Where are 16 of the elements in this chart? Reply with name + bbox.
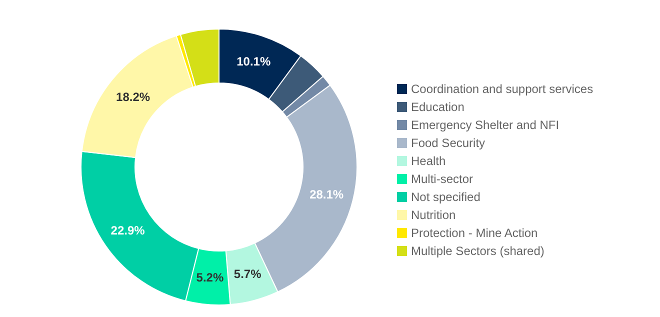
data-label: 28.1%	[310, 187, 344, 202]
legend-label: Education	[411, 100, 464, 114]
legend-label: Not specified	[411, 190, 480, 204]
data-label: 5.7%	[234, 267, 262, 282]
legend-label: Multi-sector	[411, 172, 474, 186]
legend-label: Nutrition	[411, 208, 456, 222]
data-label: 22.9%	[110, 223, 146, 238]
data-label: 10.1%	[236, 54, 271, 69]
legend-label: Protection - Mine Action	[411, 226, 538, 240]
legend-label: Emergency Shelter and NFI	[411, 118, 560, 132]
legend-label: Health	[411, 154, 446, 168]
legend-label: Multiple Sectors (shared)	[411, 244, 544, 258]
data-label: 5.2%	[196, 270, 224, 285]
data-label: 18.2%	[116, 90, 150, 104]
legend-label: Food Security	[411, 136, 486, 150]
legend-label: Coordination and support services	[411, 82, 594, 96]
